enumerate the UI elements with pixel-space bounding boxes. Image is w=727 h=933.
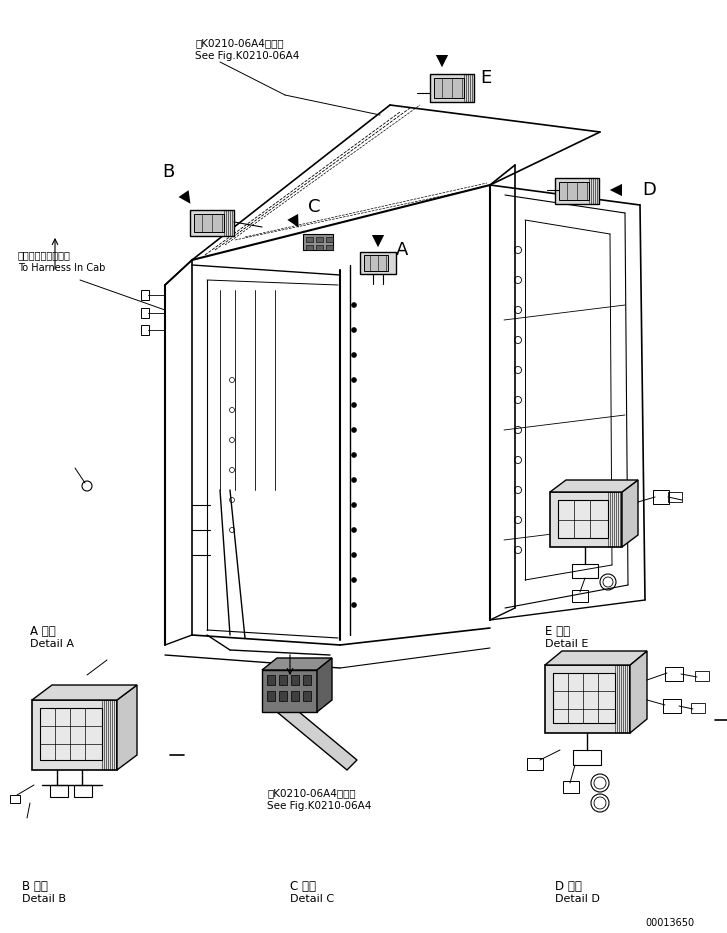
Bar bbox=[572, 564, 598, 578]
Bar bbox=[430, 74, 474, 102]
Bar bbox=[74, 785, 92, 797]
Text: To Harness In Cab: To Harness In Cab bbox=[18, 263, 105, 273]
Circle shape bbox=[351, 478, 356, 482]
Bar bbox=[663, 699, 681, 713]
Circle shape bbox=[351, 378, 356, 383]
Circle shape bbox=[351, 302, 356, 308]
Bar bbox=[306, 237, 313, 242]
Bar bbox=[303, 675, 311, 685]
Text: C: C bbox=[308, 198, 321, 216]
Bar bbox=[141, 325, 149, 335]
Polygon shape bbox=[262, 658, 332, 670]
Text: キャブ内ハーネスへ: キャブ内ハーネスへ bbox=[18, 250, 71, 260]
Text: B 詳細: B 詳細 bbox=[22, 880, 48, 893]
Text: E: E bbox=[480, 69, 491, 87]
Bar bbox=[563, 781, 579, 793]
Circle shape bbox=[351, 402, 356, 408]
Bar bbox=[10, 795, 20, 803]
Bar bbox=[262, 670, 317, 712]
Text: 第K0210-06A4図参照: 第K0210-06A4図参照 bbox=[267, 788, 356, 798]
Text: C 詳細: C 詳細 bbox=[290, 880, 316, 893]
Bar bbox=[559, 182, 589, 200]
Text: A 詳細: A 詳細 bbox=[30, 625, 56, 638]
Text: A: A bbox=[396, 241, 409, 259]
Text: Detail C: Detail C bbox=[290, 894, 334, 904]
Bar bbox=[527, 758, 543, 770]
Bar bbox=[279, 675, 287, 685]
Bar bbox=[291, 675, 299, 685]
Text: Detail E: Detail E bbox=[545, 639, 588, 649]
Polygon shape bbox=[117, 685, 137, 770]
Polygon shape bbox=[622, 480, 638, 547]
Text: See Fig.K0210-06A4: See Fig.K0210-06A4 bbox=[195, 51, 300, 61]
Bar bbox=[291, 691, 299, 701]
Circle shape bbox=[351, 578, 356, 582]
Bar bbox=[555, 178, 599, 204]
Bar bbox=[695, 671, 709, 681]
Circle shape bbox=[351, 552, 356, 558]
Circle shape bbox=[351, 453, 356, 457]
Bar bbox=[691, 703, 705, 713]
Circle shape bbox=[351, 527, 356, 533]
Bar bbox=[267, 691, 275, 701]
Bar bbox=[303, 234, 333, 250]
Bar bbox=[279, 691, 287, 701]
Text: Detail A: Detail A bbox=[30, 639, 74, 649]
Bar bbox=[303, 691, 311, 701]
Text: B: B bbox=[162, 163, 174, 181]
Polygon shape bbox=[550, 480, 638, 492]
Text: E 詳細: E 詳細 bbox=[545, 625, 570, 638]
Bar bbox=[326, 245, 333, 250]
Text: Detail B: Detail B bbox=[22, 894, 66, 904]
Circle shape bbox=[351, 503, 356, 508]
Polygon shape bbox=[630, 651, 647, 733]
Polygon shape bbox=[32, 685, 137, 700]
Polygon shape bbox=[545, 651, 647, 665]
Text: D: D bbox=[642, 181, 656, 199]
Circle shape bbox=[351, 603, 356, 607]
Bar bbox=[326, 237, 333, 242]
Bar bbox=[190, 210, 234, 236]
Bar bbox=[434, 78, 464, 98]
Bar bbox=[316, 237, 323, 242]
Bar bbox=[32, 700, 117, 770]
Bar bbox=[668, 492, 682, 502]
Text: D 詳細: D 詳細 bbox=[555, 880, 582, 893]
Bar bbox=[558, 500, 608, 538]
Bar bbox=[653, 490, 669, 504]
Circle shape bbox=[351, 327, 356, 332]
Bar bbox=[316, 245, 323, 250]
Circle shape bbox=[351, 427, 356, 433]
Bar bbox=[573, 750, 601, 765]
Text: 第K0210-06A4図参照: 第K0210-06A4図参照 bbox=[195, 38, 284, 48]
Text: 00013650: 00013650 bbox=[645, 918, 694, 928]
Bar bbox=[545, 665, 630, 733]
Circle shape bbox=[351, 353, 356, 357]
Bar bbox=[306, 245, 313, 250]
Bar bbox=[194, 214, 224, 232]
Bar bbox=[40, 708, 102, 760]
Text: Detail D: Detail D bbox=[555, 894, 600, 904]
Polygon shape bbox=[317, 658, 332, 712]
Bar bbox=[553, 673, 615, 723]
Bar bbox=[360, 252, 396, 274]
Bar bbox=[50, 785, 68, 797]
Bar bbox=[572, 590, 588, 602]
Bar bbox=[141, 308, 149, 318]
Bar bbox=[550, 492, 622, 547]
Text: See Fig.K0210-06A4: See Fig.K0210-06A4 bbox=[267, 801, 371, 811]
Bar bbox=[364, 255, 388, 271]
Polygon shape bbox=[277, 702, 357, 770]
Bar bbox=[141, 290, 149, 300]
Bar bbox=[665, 667, 683, 681]
Bar bbox=[267, 675, 275, 685]
